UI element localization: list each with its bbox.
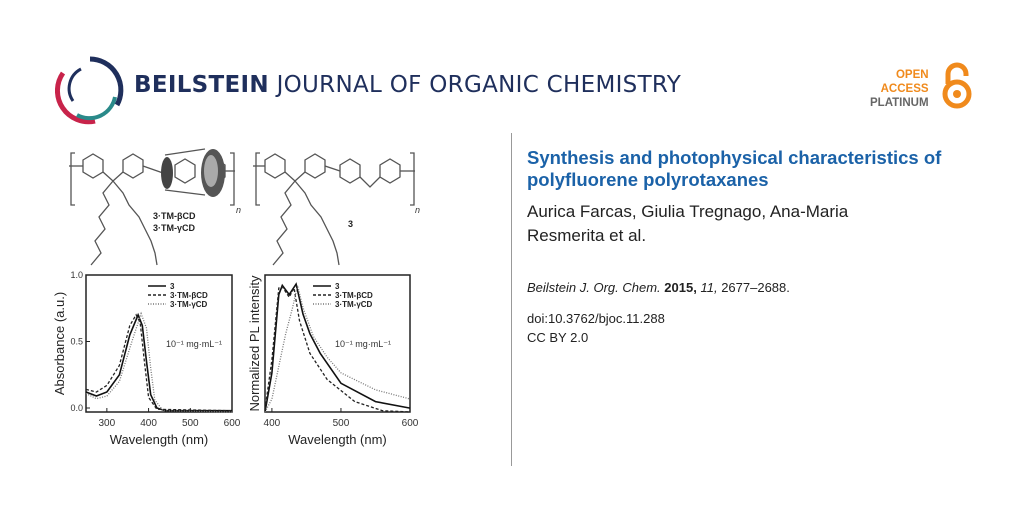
divider xyxy=(511,133,512,466)
concentration-annotation: 10⁻¹ mg·mL⁻¹ xyxy=(335,339,391,349)
legend-label: 3·TM-γCD xyxy=(335,300,373,309)
journal-name-bold: BEILSTEIN xyxy=(134,72,269,98)
citation-pages: 2677–2688. xyxy=(721,280,790,295)
oa-access: ACCESS xyxy=(880,83,929,95)
spectra-charts: 300 400 500 600 0.0 0.5 1.0 Wavelength (nm) Abso… xyxy=(52,270,419,447)
citation-journal: Beilstein J. Org. Chem. xyxy=(527,280,661,295)
x-axis-label: Wavelength (nm) xyxy=(110,432,209,447)
citation-year: 2015, xyxy=(664,280,697,295)
open-lock-icon xyxy=(942,62,972,109)
x-tick-label: 600 xyxy=(224,418,241,429)
y-axis-label: Normalized PL intensity xyxy=(247,275,262,412)
open-access-badge: OPEN ACCESS PLATINUM xyxy=(870,68,929,110)
y-tick-label: 1.0 xyxy=(70,270,83,280)
plot-frame-1 xyxy=(264,274,411,413)
license: CC BY 2.0 xyxy=(527,330,589,345)
journal-name-rest: JOURNAL OF ORGANIC CHEMISTRY xyxy=(276,72,682,98)
journal-name: BEILSTEIN JOURNAL OF ORGANIC CHEMISTRY xyxy=(134,72,681,98)
series-line-1 xyxy=(264,285,411,413)
series-line-0 xyxy=(264,282,411,413)
x-axis-label: Wavelength (nm) xyxy=(288,432,387,447)
concentration-annotation: 10⁻¹ mg·mL⁻¹ xyxy=(166,339,222,349)
y-tick-label: 0.5 xyxy=(70,337,83,347)
chemical-structures: n n 3·TM-βCD 3·TM-γCD 3 xyxy=(69,148,420,266)
x-tick-label: 400 xyxy=(264,418,281,429)
oa-platinum: PLATINUM xyxy=(870,97,929,109)
plot-frame-0 xyxy=(85,274,233,413)
y-axis-label: Absorbance (a.u.) xyxy=(52,292,67,395)
series-line-2 xyxy=(85,311,233,413)
legend-label: 3·TM-βCD xyxy=(335,291,373,300)
series-line-2 xyxy=(264,285,411,413)
repeat-unit-n-2: n xyxy=(415,205,420,215)
citation-volume: 11, xyxy=(700,280,718,295)
y-tick-label: 0.0 xyxy=(70,403,83,413)
article-title[interactable]: Synthesis and photophysical characterist… xyxy=(527,147,942,190)
citation: Beilstein J. Org. Chem. 2015, 11, 2677–2… xyxy=(527,280,790,295)
legend-label: 3 xyxy=(170,282,175,291)
legend-label: 3·TM-γCD xyxy=(170,300,208,309)
x-tick-label: 300 xyxy=(99,418,116,429)
legend-label: 3·TM-βCD xyxy=(170,291,208,300)
legend-label: 3 xyxy=(335,282,340,291)
doi[interactable]: doi:10.3762/bjoc.11.288 xyxy=(527,311,665,326)
x-tick-label: 400 xyxy=(140,418,157,429)
label-tm-bcd: 3·TM-βCD xyxy=(153,211,196,221)
repeat-unit-n: n xyxy=(236,205,241,215)
label-polymer-3: 3 xyxy=(348,219,353,229)
series-line-1 xyxy=(85,313,233,412)
x-tick-label: 500 xyxy=(182,418,199,429)
article-authors: Aurica Farcas, Giulia Tregnago, Ana-Mari… xyxy=(527,202,849,245)
x-tick-label: 600 xyxy=(402,418,419,429)
journal-logo-icon xyxy=(55,56,124,125)
x-tick-label: 500 xyxy=(333,418,350,429)
label-tm-gcd: 3·TM-γCD xyxy=(153,223,195,233)
series-line-0 xyxy=(85,312,232,412)
oa-open: OPEN xyxy=(895,69,929,81)
